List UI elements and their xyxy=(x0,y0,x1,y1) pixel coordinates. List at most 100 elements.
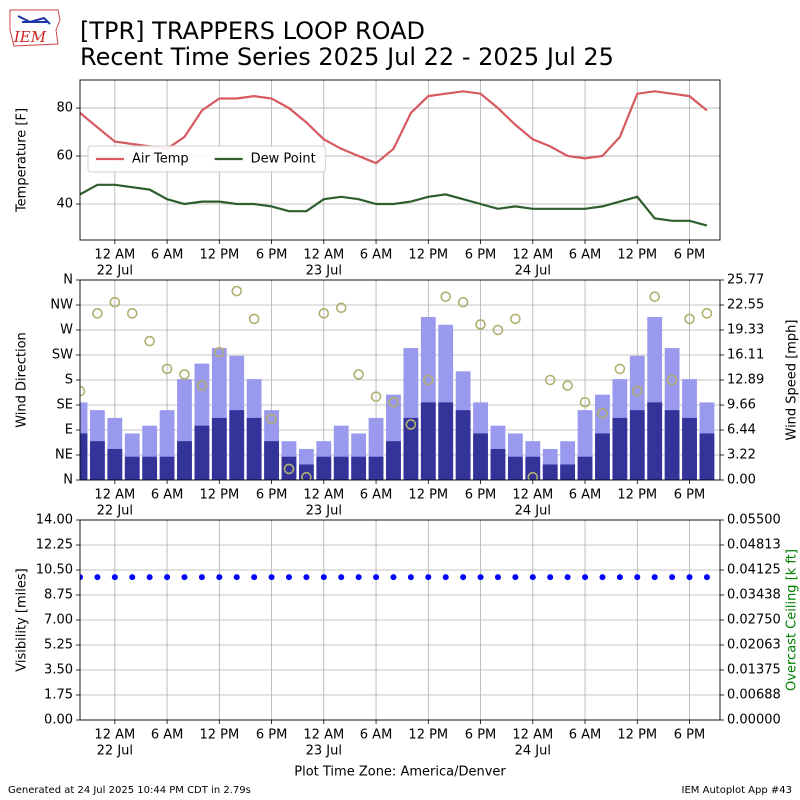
bar xyxy=(316,456,332,480)
y2-tick-label: 0.04813 xyxy=(727,537,781,552)
point xyxy=(303,574,310,581)
y2-tick-label: 0.02063 xyxy=(727,637,781,652)
x-tick-label: 6 AM xyxy=(360,488,393,503)
x-tick-label: 12 PM xyxy=(617,248,657,263)
plot-frame xyxy=(79,279,721,481)
x-tick-date: 24 Jul xyxy=(515,744,551,759)
x-tick-label: 6 PM xyxy=(256,728,287,743)
bar xyxy=(629,410,645,480)
x-tick-label: 6 AM xyxy=(360,248,393,263)
point xyxy=(562,380,573,391)
bar xyxy=(107,448,123,480)
bar xyxy=(438,402,454,480)
bar xyxy=(647,402,663,480)
x-tick-label: 12 AM xyxy=(303,248,344,263)
point xyxy=(666,374,678,386)
point xyxy=(370,391,382,402)
bar xyxy=(595,433,610,480)
legend: Air Temp Dew Point xyxy=(87,145,327,173)
bar xyxy=(80,433,88,480)
y-tick-label: W xyxy=(60,323,73,338)
point xyxy=(510,313,521,325)
plot-frame xyxy=(79,519,721,721)
y-tick-label: N xyxy=(63,473,73,488)
bar xyxy=(699,433,715,480)
point xyxy=(669,574,676,581)
point xyxy=(109,296,121,308)
point xyxy=(442,574,449,581)
point xyxy=(144,335,155,347)
legend-box xyxy=(87,145,327,173)
point xyxy=(146,574,153,581)
x-tick-label: 12 PM xyxy=(199,488,239,503)
x-tick-label: 12 PM xyxy=(617,728,657,743)
y2-tick-label: 0.00688 xyxy=(727,687,781,702)
x-axis-label: Plot Time Zone: America/Denver xyxy=(294,765,506,780)
x-tick-label: 6 PM xyxy=(465,248,496,263)
point xyxy=(285,574,292,581)
y-tick-label: N xyxy=(63,273,73,288)
y2-tick-label: 19.33 xyxy=(727,322,764,337)
point xyxy=(353,369,364,380)
bar xyxy=(368,456,384,480)
y2-tick-label: 9.66 xyxy=(727,398,756,413)
x-tick-label: 12 AM xyxy=(512,728,553,743)
legend-label: Air Temp xyxy=(132,152,189,167)
point xyxy=(318,308,330,319)
point xyxy=(597,408,608,419)
y2-tick-label: 3.22 xyxy=(727,448,756,463)
y2-tick-label: 6.44 xyxy=(727,423,756,438)
y-tick-label: S xyxy=(65,373,73,388)
y-tick-label: 80 xyxy=(56,101,73,116)
y-tick-label: SE xyxy=(57,398,73,413)
point xyxy=(457,296,469,308)
x-tick-label: 12 PM xyxy=(617,488,657,503)
x-tick-label: 6 AM xyxy=(569,728,602,743)
point xyxy=(686,574,693,581)
y2-tick-label: 22.55 xyxy=(727,297,764,312)
x-tick-label: 12 PM xyxy=(408,488,448,503)
y-axis-label: Temperature [F] xyxy=(15,108,30,213)
y-tick-label: 10.50 xyxy=(36,563,73,578)
y-tick-label: NE xyxy=(55,448,73,463)
bar xyxy=(507,456,523,480)
point xyxy=(422,374,434,386)
y-tick-label: E xyxy=(65,423,73,438)
y-tick-label: 12.25 xyxy=(36,538,73,553)
point xyxy=(164,574,171,581)
subtitle: Recent Time Series 2025 Jul 22 - 2025 Ju… xyxy=(80,43,614,71)
bar xyxy=(560,464,576,480)
point xyxy=(703,574,710,581)
bar xyxy=(333,456,349,480)
bar xyxy=(490,448,506,480)
point xyxy=(126,308,138,319)
marks xyxy=(80,285,715,480)
point xyxy=(373,574,380,581)
point xyxy=(179,369,190,380)
bar xyxy=(142,456,158,480)
x-tick-label: 6 PM xyxy=(256,488,287,503)
point xyxy=(196,380,208,391)
point xyxy=(475,319,486,330)
point xyxy=(248,313,260,325)
bar xyxy=(612,417,628,480)
y-axis-label: Visibility [miles] xyxy=(15,568,30,671)
point xyxy=(388,396,399,408)
x-tick-label: 12 AM xyxy=(94,728,135,743)
y-tick-label: 60 xyxy=(56,149,73,164)
x-tick-label: 6 PM xyxy=(465,488,496,503)
x-tick-label: 12 AM xyxy=(512,248,553,263)
bar xyxy=(211,417,227,480)
point xyxy=(684,313,695,325)
y-tick-label: 5.25 xyxy=(44,638,73,653)
x-tick-date: 24 Jul xyxy=(515,264,551,279)
bar xyxy=(90,441,105,480)
bar xyxy=(664,410,680,480)
y2-axis-label: Wind Speed [mph] xyxy=(785,320,800,441)
y2-axis-label: Overcast Ceiling [k ft] xyxy=(785,549,800,691)
logo-lines xyxy=(17,15,51,25)
point xyxy=(405,419,417,430)
point xyxy=(181,574,188,581)
